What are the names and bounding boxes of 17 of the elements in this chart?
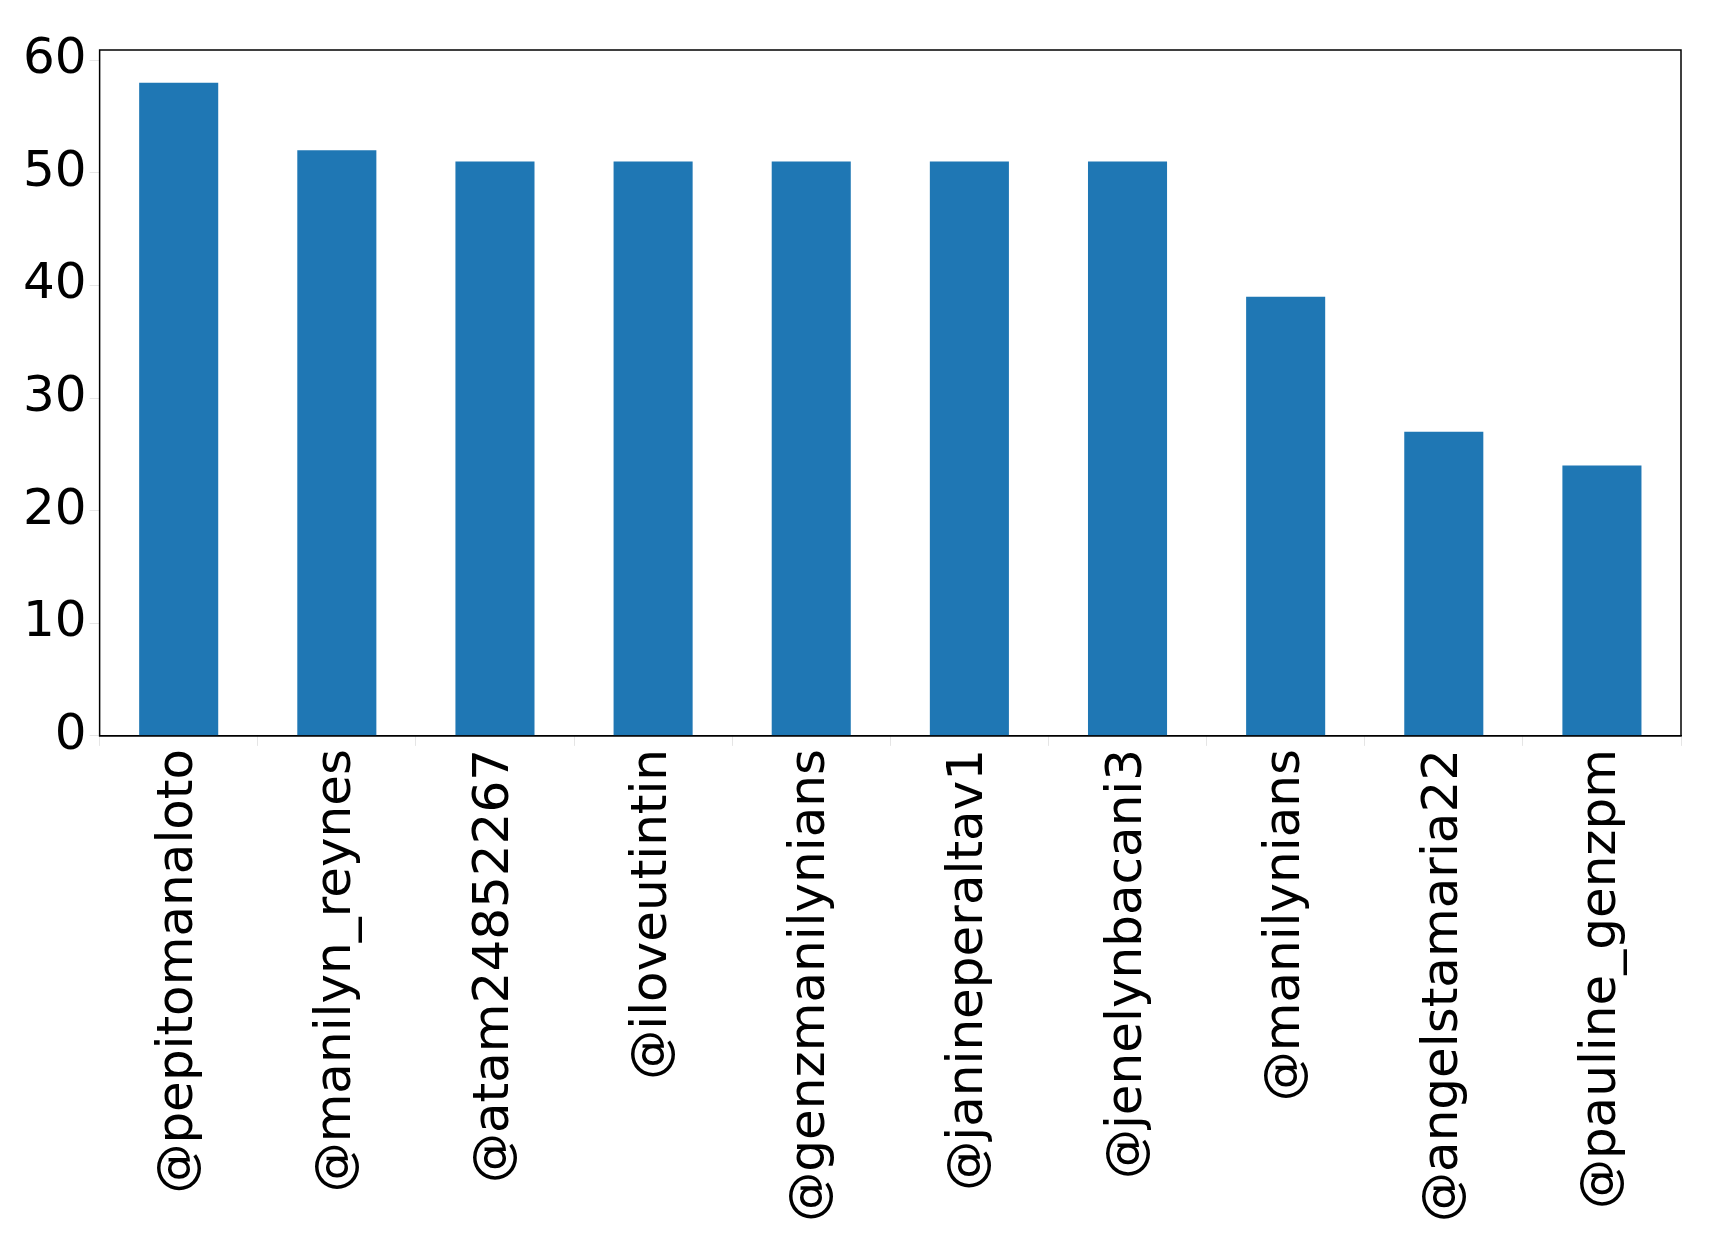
x-tick-label: @janineperaltav1 xyxy=(936,748,995,1191)
y-tick-label: 50 xyxy=(23,139,87,198)
x-tick-label: @angelstamaria22 xyxy=(1410,748,1469,1223)
y-tick-label: 60 xyxy=(23,27,87,86)
x-tick-label: @genzmanilynians xyxy=(778,748,837,1222)
x-tick-label: @manilynians xyxy=(1252,748,1311,1102)
x-tick-label: @pauline_genzpm xyxy=(1568,748,1627,1210)
y-tick-label: 0 xyxy=(54,702,87,761)
y-tick-label: 20 xyxy=(23,477,87,536)
y-tick-label: 40 xyxy=(23,252,87,311)
x-tick-label: @pepitomanaloto xyxy=(145,748,204,1194)
y-tick-label: 30 xyxy=(23,365,87,424)
x-tick-label: @manilyn_reynes xyxy=(303,748,362,1193)
x-tick-label: @iloveutintin xyxy=(620,748,679,1080)
x-tick-label: @atam24852267 xyxy=(461,748,520,1184)
y-tick-label: 10 xyxy=(23,590,87,649)
x-tick-label: @jenelynbacani3 xyxy=(1094,748,1153,1180)
